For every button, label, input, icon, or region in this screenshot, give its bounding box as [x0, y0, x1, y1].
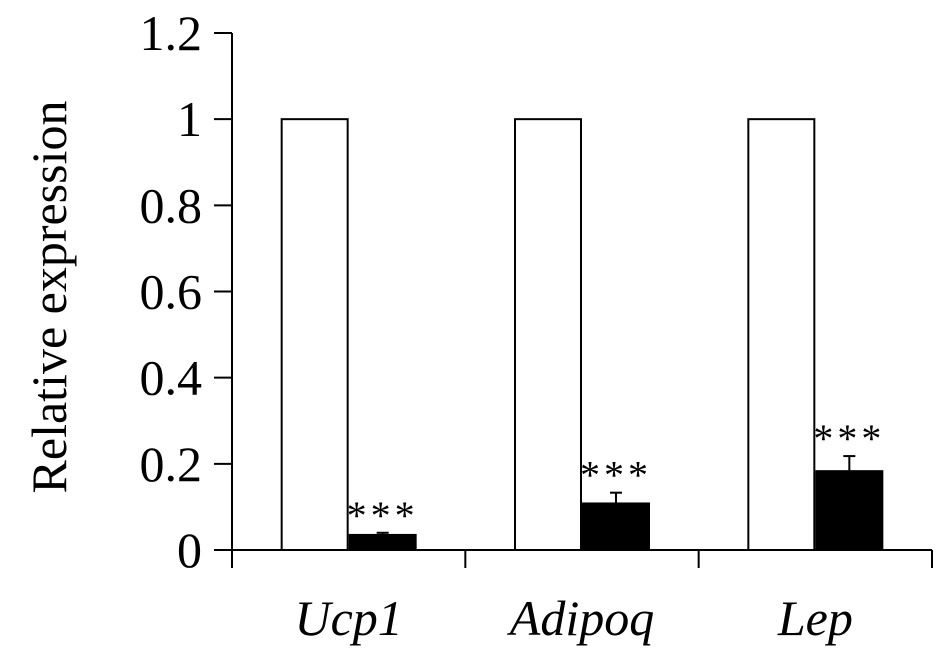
- x-category-label: Adipoq: [507, 590, 654, 646]
- y-tick-label: 0.4: [140, 350, 203, 406]
- y-tick-label: 0: [177, 522, 202, 578]
- bar-adipoq-series-1: [514, 118, 582, 552]
- bar-lep-series-1: [747, 118, 816, 552]
- y-axis-title: Relative expression: [21, 101, 77, 494]
- bar-adipoq-series-2: [582, 502, 650, 551]
- y-tick-label: 1: [177, 91, 202, 147]
- significance-label: ***: [580, 453, 652, 498]
- x-category-label: Ucp1: [295, 590, 403, 646]
- bar-ucp1-series-1: [280, 118, 349, 552]
- y-tick-label: 0.2: [140, 436, 203, 492]
- significance-label: ***: [813, 416, 885, 461]
- significance-label: ***: [347, 493, 419, 538]
- y-tick-label: 0.8: [140, 177, 203, 233]
- y-tick-label: 0.6: [140, 264, 203, 320]
- bar-lep-series-2: [815, 470, 884, 551]
- labels-layer: 0 0.2 0.4 0.6 0.8 1 1.2 *** Ucp1 *** Adipoq *** Lep: [140, 5, 885, 646]
- bars-layer: [280, 118, 884, 552]
- x-category-label: Lep: [777, 590, 853, 646]
- y-tick-label: 1.2: [140, 5, 203, 61]
